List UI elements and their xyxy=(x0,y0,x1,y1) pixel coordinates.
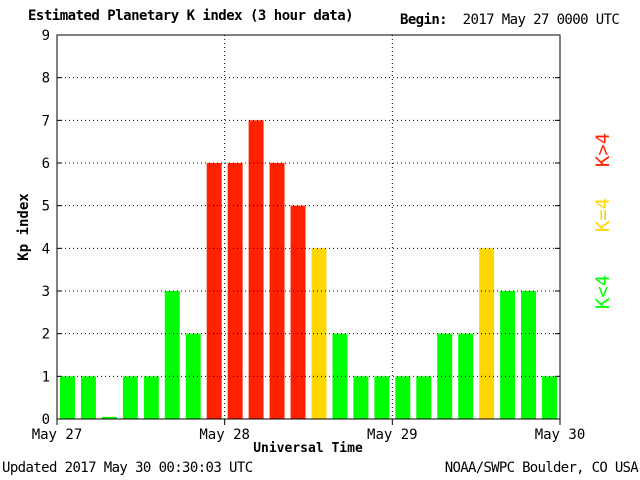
bar-18 xyxy=(416,376,432,419)
y-tick-label-5: 5 xyxy=(42,199,50,215)
y-tick-label-9: 9 xyxy=(42,28,50,44)
y-tick-label-7: 7 xyxy=(42,113,50,129)
bar-4 xyxy=(122,376,138,419)
y-tick-label-6: 6 xyxy=(42,156,50,172)
chart-title: Estimated Planetary K index (3 hour data… xyxy=(28,8,354,24)
bar-14 xyxy=(332,333,348,419)
x-tick-label-0: May 27 xyxy=(32,427,83,443)
y-tick-label-4: 4 xyxy=(42,241,50,257)
y-axis-ticks: 0 1 2 3 4 5 6 7 8 9 xyxy=(42,28,560,428)
legend-equal-4: K=4 xyxy=(592,198,614,232)
begin-value: 2017 May 27 0000 UTC xyxy=(462,12,620,28)
plot-frame xyxy=(56,34,561,420)
bar-21 xyxy=(479,248,495,419)
bar-12 xyxy=(290,205,306,419)
bar-6 xyxy=(164,291,180,419)
x-tick-label-1: May 28 xyxy=(199,427,250,443)
y-axis-label: Kp index xyxy=(16,193,32,261)
y-tick-label-1: 1 xyxy=(42,369,50,385)
bar-8 xyxy=(206,163,222,419)
bar-5 xyxy=(143,376,159,419)
y-tick-label-3: 3 xyxy=(42,284,50,300)
bar-10 xyxy=(248,120,264,419)
bar-group xyxy=(60,120,557,419)
bar-3 xyxy=(101,416,117,419)
x-axis-ticks: May 27 May 28 May 29 May 30 xyxy=(32,419,586,443)
legend-below-4: K<4 xyxy=(592,275,614,309)
bar-24 xyxy=(542,376,557,419)
bar-15 xyxy=(353,376,369,419)
updated-timestamp: Updated 2017 May 30 00:30:03 UTC xyxy=(2,460,253,476)
bar-9 xyxy=(227,163,243,419)
y-tick-label-8: 8 xyxy=(42,71,50,87)
bar-13 xyxy=(311,248,327,419)
grid-lines xyxy=(57,34,560,419)
bar-19 xyxy=(437,333,453,419)
x-tick-label-3: May 30 xyxy=(535,427,586,443)
bar-22 xyxy=(500,291,516,419)
bar-16 xyxy=(374,376,390,419)
x-axis-label: Universal Time xyxy=(253,441,363,456)
y-tick-label-0: 0 xyxy=(42,412,50,428)
credit-text: NOAA/SWPC Boulder, CO USA xyxy=(444,460,639,476)
x-tick-label-2: May 29 xyxy=(367,427,418,443)
bar-17 xyxy=(395,376,411,419)
bar-1 xyxy=(60,376,75,419)
begin-label: Begin: xyxy=(400,12,448,28)
bar-23 xyxy=(521,291,537,419)
begin-date: Begin: 2017 May 27 0000 UTC xyxy=(400,12,620,28)
legend-above-4: K>4 xyxy=(592,133,614,167)
y-tick-label-2: 2 xyxy=(42,327,50,343)
bar-2 xyxy=(80,376,96,419)
